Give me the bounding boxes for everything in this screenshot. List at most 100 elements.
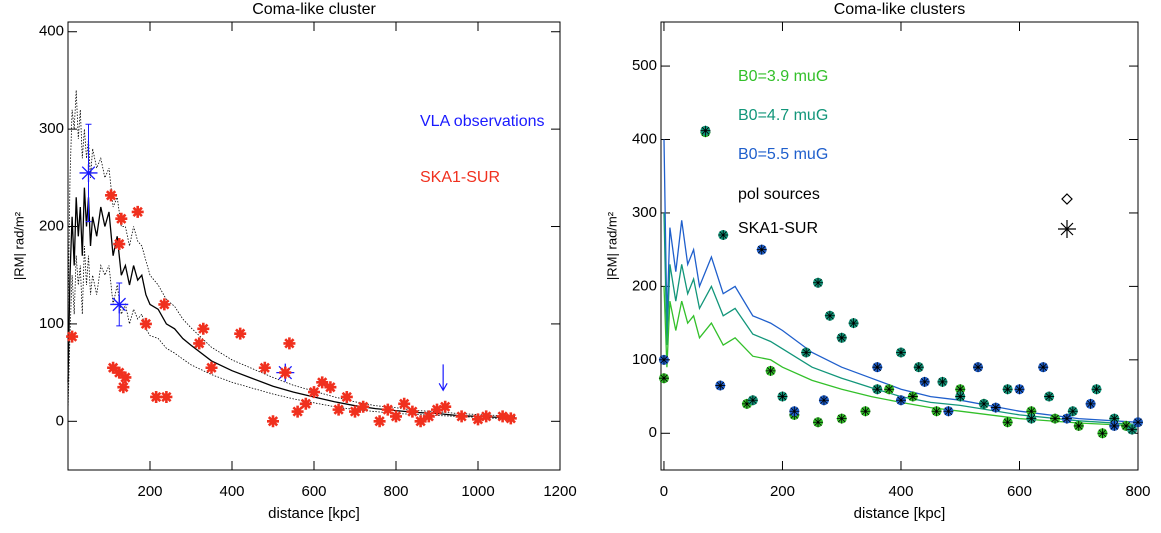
point	[990, 402, 1001, 413]
point	[193, 337, 206, 350]
point	[700, 125, 711, 136]
point	[267, 415, 279, 428]
profile-line	[67, 90, 515, 417]
point-star	[931, 406, 942, 417]
point-star	[1038, 362, 1049, 373]
point-star	[895, 395, 906, 406]
point-star	[1014, 384, 1025, 395]
y-tick-label: 0	[649, 424, 657, 441]
point	[1073, 420, 1084, 431]
point	[937, 376, 948, 387]
point-star	[836, 332, 847, 343]
point	[777, 391, 788, 402]
x-tick-label: 0	[660, 483, 668, 500]
point-star	[872, 384, 883, 395]
y-tick-label: 200	[39, 217, 64, 234]
point	[1097, 428, 1108, 439]
y-tick-label: 100	[632, 351, 657, 368]
point	[398, 397, 411, 410]
point	[860, 406, 871, 417]
point	[765, 365, 776, 376]
y-tick-label: 300	[632, 204, 657, 221]
point	[131, 205, 144, 218]
point-star	[801, 347, 812, 358]
point	[913, 362, 924, 373]
point	[1044, 391, 1055, 402]
x-axis-label: distance [kpc]	[268, 505, 360, 522]
point-star	[813, 277, 824, 288]
point	[884, 384, 895, 395]
point	[1002, 417, 1013, 428]
legend-note: SKA1-SUR	[738, 220, 818, 237]
point-star	[955, 384, 966, 395]
point	[943, 406, 954, 417]
point-star	[913, 362, 924, 373]
point-star	[1067, 406, 1078, 417]
point-star	[895, 347, 906, 358]
point	[931, 406, 942, 417]
point	[504, 412, 517, 425]
point-star	[1121, 420, 1132, 431]
point-star	[818, 395, 829, 406]
point	[113, 366, 126, 379]
point	[197, 322, 210, 335]
point	[205, 361, 218, 374]
point	[955, 384, 966, 395]
point-star	[1109, 420, 1120, 431]
point	[406, 405, 419, 418]
diamond-icon	[1061, 193, 1073, 205]
point-star	[1127, 424, 1138, 435]
point-star	[848, 318, 859, 329]
point-star	[1109, 413, 1120, 424]
point	[381, 403, 394, 416]
point	[715, 380, 726, 391]
point	[756, 244, 767, 255]
point-star	[1085, 398, 1096, 409]
point-star	[937, 376, 948, 387]
point	[836, 413, 847, 424]
point-star	[1026, 413, 1037, 424]
point-star	[824, 310, 835, 321]
point-star	[884, 384, 895, 395]
point	[907, 391, 918, 402]
point	[658, 373, 669, 384]
point	[373, 415, 386, 428]
point	[1026, 406, 1037, 417]
legend-entry: VLA observations	[420, 113, 545, 130]
point	[801, 347, 812, 358]
y-axis-label: |RM| rad/m²	[604, 211, 619, 280]
point-star	[777, 391, 788, 402]
point	[115, 212, 128, 225]
point	[1014, 384, 1025, 395]
point	[813, 277, 824, 288]
point-star	[658, 373, 669, 384]
point	[234, 327, 247, 340]
point-star	[1091, 384, 1102, 395]
point	[119, 371, 132, 384]
asterisk-icon	[1058, 220, 1076, 238]
point	[1133, 417, 1143, 428]
point	[291, 405, 304, 418]
point	[439, 400, 452, 413]
point-star	[813, 417, 824, 428]
point-star	[765, 365, 776, 376]
point-star	[1133, 417, 1143, 428]
point-star	[718, 229, 729, 240]
point-star	[741, 398, 752, 409]
y-tick-label: 400	[39, 23, 64, 40]
point	[1127, 424, 1138, 435]
point	[390, 410, 402, 423]
x-tick-label: 200	[770, 483, 795, 500]
y-tick-label: 200	[632, 277, 657, 294]
x-tick-label: 400	[219, 483, 244, 500]
point	[283, 337, 296, 350]
point	[480, 410, 493, 423]
point	[431, 403, 443, 416]
chart-title: Coma-like clusters	[834, 1, 966, 18]
point	[747, 395, 758, 406]
point	[1109, 413, 1120, 424]
x-axis-label: distance [kpc]	[854, 505, 946, 522]
point	[299, 397, 312, 410]
legend-note: pol sources	[738, 186, 820, 203]
point	[332, 403, 345, 416]
